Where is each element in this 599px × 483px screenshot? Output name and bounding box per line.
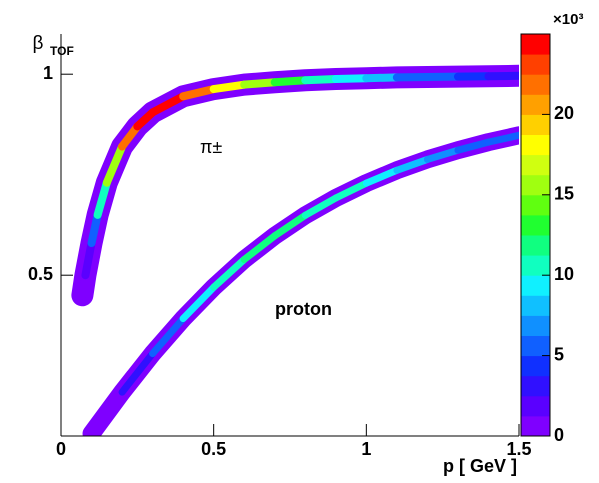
colorbar-cell: [521, 275, 550, 296]
y-axis-label-sub: TOF: [50, 44, 74, 58]
band-cell: [81, 239, 96, 280]
band-cell: [454, 138, 492, 154]
y-tick-label: 1: [43, 63, 53, 83]
colorbar-cell: [521, 214, 550, 236]
band-cell: [102, 142, 127, 187]
x-tick-label: 1: [361, 439, 371, 459]
y-axis-label: β: [33, 33, 44, 54]
x-tick-label: 1.5: [506, 439, 531, 459]
band-cell: [87, 210, 102, 248]
band-cell: [331, 74, 371, 84]
band-cell: [209, 80, 249, 94]
colorbar-cell: [521, 134, 550, 156]
colorbar-cell: [521, 114, 550, 135]
colorbar-cell: [521, 34, 550, 55]
colorbar-cell: [521, 154, 550, 176]
colorbar-exponent: ×10³: [553, 11, 583, 28]
band-cell: [423, 146, 462, 163]
band-cell: [240, 232, 279, 264]
band-cell: [271, 211, 309, 240]
colorbar-tick-label: 20: [554, 103, 574, 123]
band-cell: [148, 92, 188, 117]
colorbar-tick-label: 15: [554, 184, 574, 204]
colorbar-tick-label: 10: [554, 264, 574, 284]
colorbar-cell: [521, 54, 550, 75]
band-cell: [179, 85, 218, 101]
colorbar-cell: [521, 94, 550, 115]
colorbar-cell: [521, 395, 550, 417]
colorbar-cell: [521, 295, 550, 316]
y-tick-label: 0.5: [28, 264, 53, 284]
band-cell: [118, 122, 142, 151]
colorbar-cell: [521, 194, 550, 216]
x-axis-label: p [ GeV ]: [443, 456, 517, 476]
colorbar-cell: [521, 355, 550, 377]
band-cell: [393, 155, 431, 174]
colorbar-tick-label: 0: [554, 425, 564, 445]
annotation: π±: [200, 137, 222, 157]
band-cell: [210, 256, 248, 291]
x-tick-label: 0.5: [201, 439, 226, 459]
colorbar-cell: [521, 375, 550, 397]
band-cell: [240, 78, 279, 89]
band-cell: [93, 178, 111, 219]
colorbar-tick-label: 5: [554, 344, 564, 364]
band-outer: [82, 126, 519, 436]
colorbar-cell: [521, 174, 550, 196]
band-cell: [484, 131, 519, 146]
band-cell: [332, 179, 370, 202]
colorbar-cell: [521, 315, 550, 336]
annotation: proton: [275, 299, 332, 319]
band-cell: [88, 388, 126, 436]
colorbar-cell: [521, 74, 550, 95]
band-cell: [270, 76, 310, 87]
colorbar-cell: [521, 415, 550, 437]
colorbar-frame: [520, 33, 551, 437]
band-cell: [118, 350, 157, 396]
band-cell: [301, 194, 340, 219]
band-cell: [362, 166, 401, 187]
x-tick-label: 0: [56, 439, 66, 459]
colorbar-cell: [521, 235, 550, 256]
band-cell: [301, 75, 340, 85]
band-cell: [179, 283, 218, 323]
colorbar-cell: [521, 255, 550, 276]
band-cell: [149, 315, 187, 358]
band-outer: [71, 64, 519, 307]
colorbar-cell: [521, 335, 550, 357]
band-cell: [362, 73, 401, 83]
